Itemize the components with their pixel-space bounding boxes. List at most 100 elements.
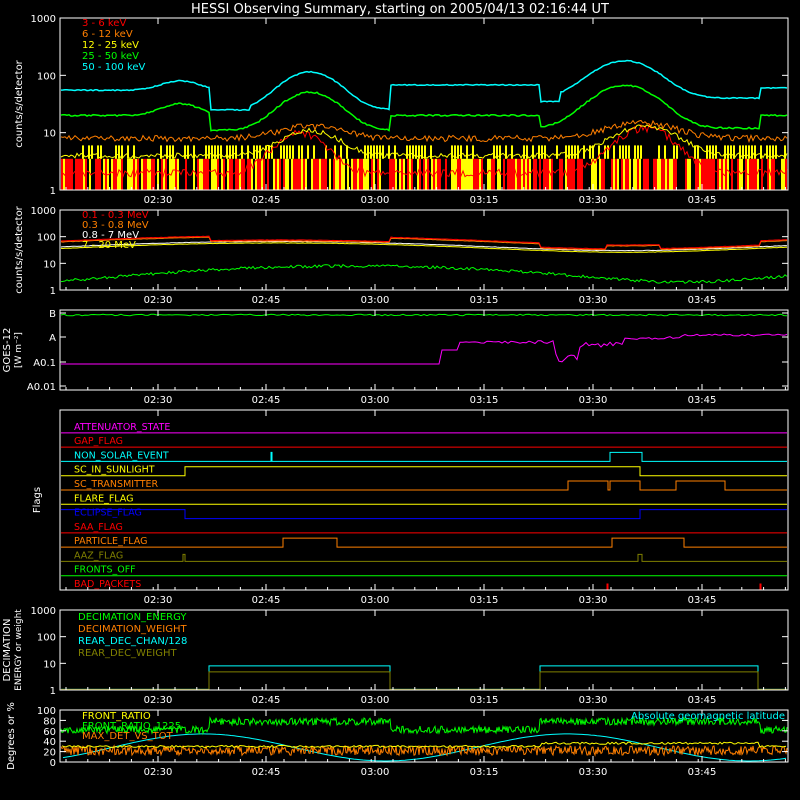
data-bar	[211, 158, 213, 190]
data-bar	[184, 145, 186, 159]
data-bar	[341, 158, 343, 190]
flag-label: ATTENUATOR_STATE	[74, 422, 170, 433]
data-bar	[371, 158, 373, 190]
data-bar	[619, 145, 621, 159]
data-bar	[311, 158, 313, 190]
data-bar	[527, 158, 529, 190]
data-bar	[361, 158, 363, 190]
x-tick-label: 02:30	[144, 295, 173, 306]
data-bar	[628, 145, 630, 159]
flag-line	[61, 480, 787, 491]
data-bar	[571, 145, 573, 159]
data-bar	[577, 158, 579, 190]
data-bar	[545, 158, 547, 190]
y-tick-label: 1	[50, 286, 56, 297]
y-tick-label: 60	[43, 727, 56, 738]
data-bar	[598, 145, 600, 159]
x-tick-label: 03:15	[470, 595, 499, 606]
legend-entry: 0.1 - 0.3 MeV	[82, 210, 149, 221]
data-bar	[323, 158, 325, 190]
data-bar	[487, 158, 489, 190]
legend-entry: Absolute geomagnetic latitude	[631, 711, 785, 722]
data-bar	[601, 158, 603, 190]
x-tick-label: 03:30	[579, 395, 608, 406]
data-bar	[637, 158, 639, 190]
data-bar	[389, 158, 391, 190]
x-tick-label: 02:45	[252, 595, 281, 606]
x-tick-label: 02:30	[144, 767, 173, 778]
data-bar	[581, 158, 583, 190]
data-bar	[137, 158, 139, 190]
data-bar	[613, 145, 615, 159]
data-bar	[538, 145, 540, 159]
data-bar	[676, 145, 678, 159]
y-tick-label: 10	[43, 659, 56, 670]
data-bar	[479, 158, 481, 190]
data-bar	[699, 158, 701, 190]
data-bar	[669, 158, 671, 190]
data-bar	[257, 158, 259, 190]
data-bar	[208, 145, 210, 159]
data-bar	[695, 158, 697, 190]
y-tick-label: 0	[50, 758, 56, 769]
data-bar	[499, 158, 501, 190]
x-tick-label: 03:15	[470, 767, 499, 778]
data-bar	[611, 158, 613, 190]
flag-label: FRONTS_OFF	[74, 565, 136, 576]
data-bar	[523, 158, 525, 190]
data-bar	[287, 158, 289, 190]
data-bar	[249, 158, 251, 190]
legend-entry: 50 - 100 keV	[82, 62, 146, 73]
data-bar	[511, 145, 513, 159]
data-bar	[379, 145, 381, 159]
low-energy-panel-frame	[59, 17, 789, 191]
data-bar	[315, 158, 317, 190]
y-axis-label: GOES-12	[2, 328, 13, 373]
data-bar	[172, 145, 174, 159]
data-bar	[427, 158, 429, 190]
data-bar	[279, 158, 281, 190]
series-line-low-green	[60, 263, 788, 284]
data-bar	[784, 145, 786, 159]
data-bar	[435, 158, 437, 190]
data-bar	[201, 158, 203, 190]
data-bar	[343, 158, 345, 190]
x-tick-label: 03:00	[361, 767, 390, 778]
legend-entry: 0.3 - 0.8 MeV	[82, 220, 149, 231]
data-bar	[292, 145, 294, 159]
x-tick-label: 03:45	[688, 595, 717, 606]
data-bar	[173, 158, 175, 190]
x-tick-label: 03:15	[470, 695, 499, 706]
data-bar	[496, 145, 498, 159]
data-bar	[373, 158, 375, 190]
data-bar	[267, 158, 269, 190]
data-bar	[599, 158, 601, 190]
data-bar	[567, 158, 569, 190]
data-bar	[481, 158, 483, 190]
data-bar	[88, 145, 90, 159]
x-tick-label: 03:15	[470, 395, 499, 406]
x-tick-label: 03:00	[361, 295, 390, 306]
ratios-panel-frame	[59, 709, 789, 763]
x-tick-label: 03:45	[688, 195, 717, 206]
data-bar	[211, 145, 213, 159]
data-bar	[289, 145, 291, 159]
data-bar	[69, 158, 71, 190]
y-tick-label: 40	[43, 737, 56, 748]
data-bar	[177, 158, 179, 190]
data-bar	[393, 158, 395, 190]
data-bar	[193, 145, 195, 159]
data-bar	[661, 158, 663, 190]
data-bar	[388, 145, 390, 159]
data-bar	[745, 158, 747, 190]
data-bar	[363, 158, 365, 190]
data-bar	[409, 145, 411, 159]
x-tick-label: 02:45	[252, 195, 281, 206]
x-tick-label: 03:30	[579, 767, 608, 778]
data-bar	[603, 158, 605, 190]
x-tick-label: 03:00	[361, 395, 390, 406]
data-bar	[283, 145, 285, 159]
y-axis-label: Flags	[32, 487, 43, 513]
data-bar	[655, 158, 657, 190]
data-bar	[549, 158, 551, 190]
